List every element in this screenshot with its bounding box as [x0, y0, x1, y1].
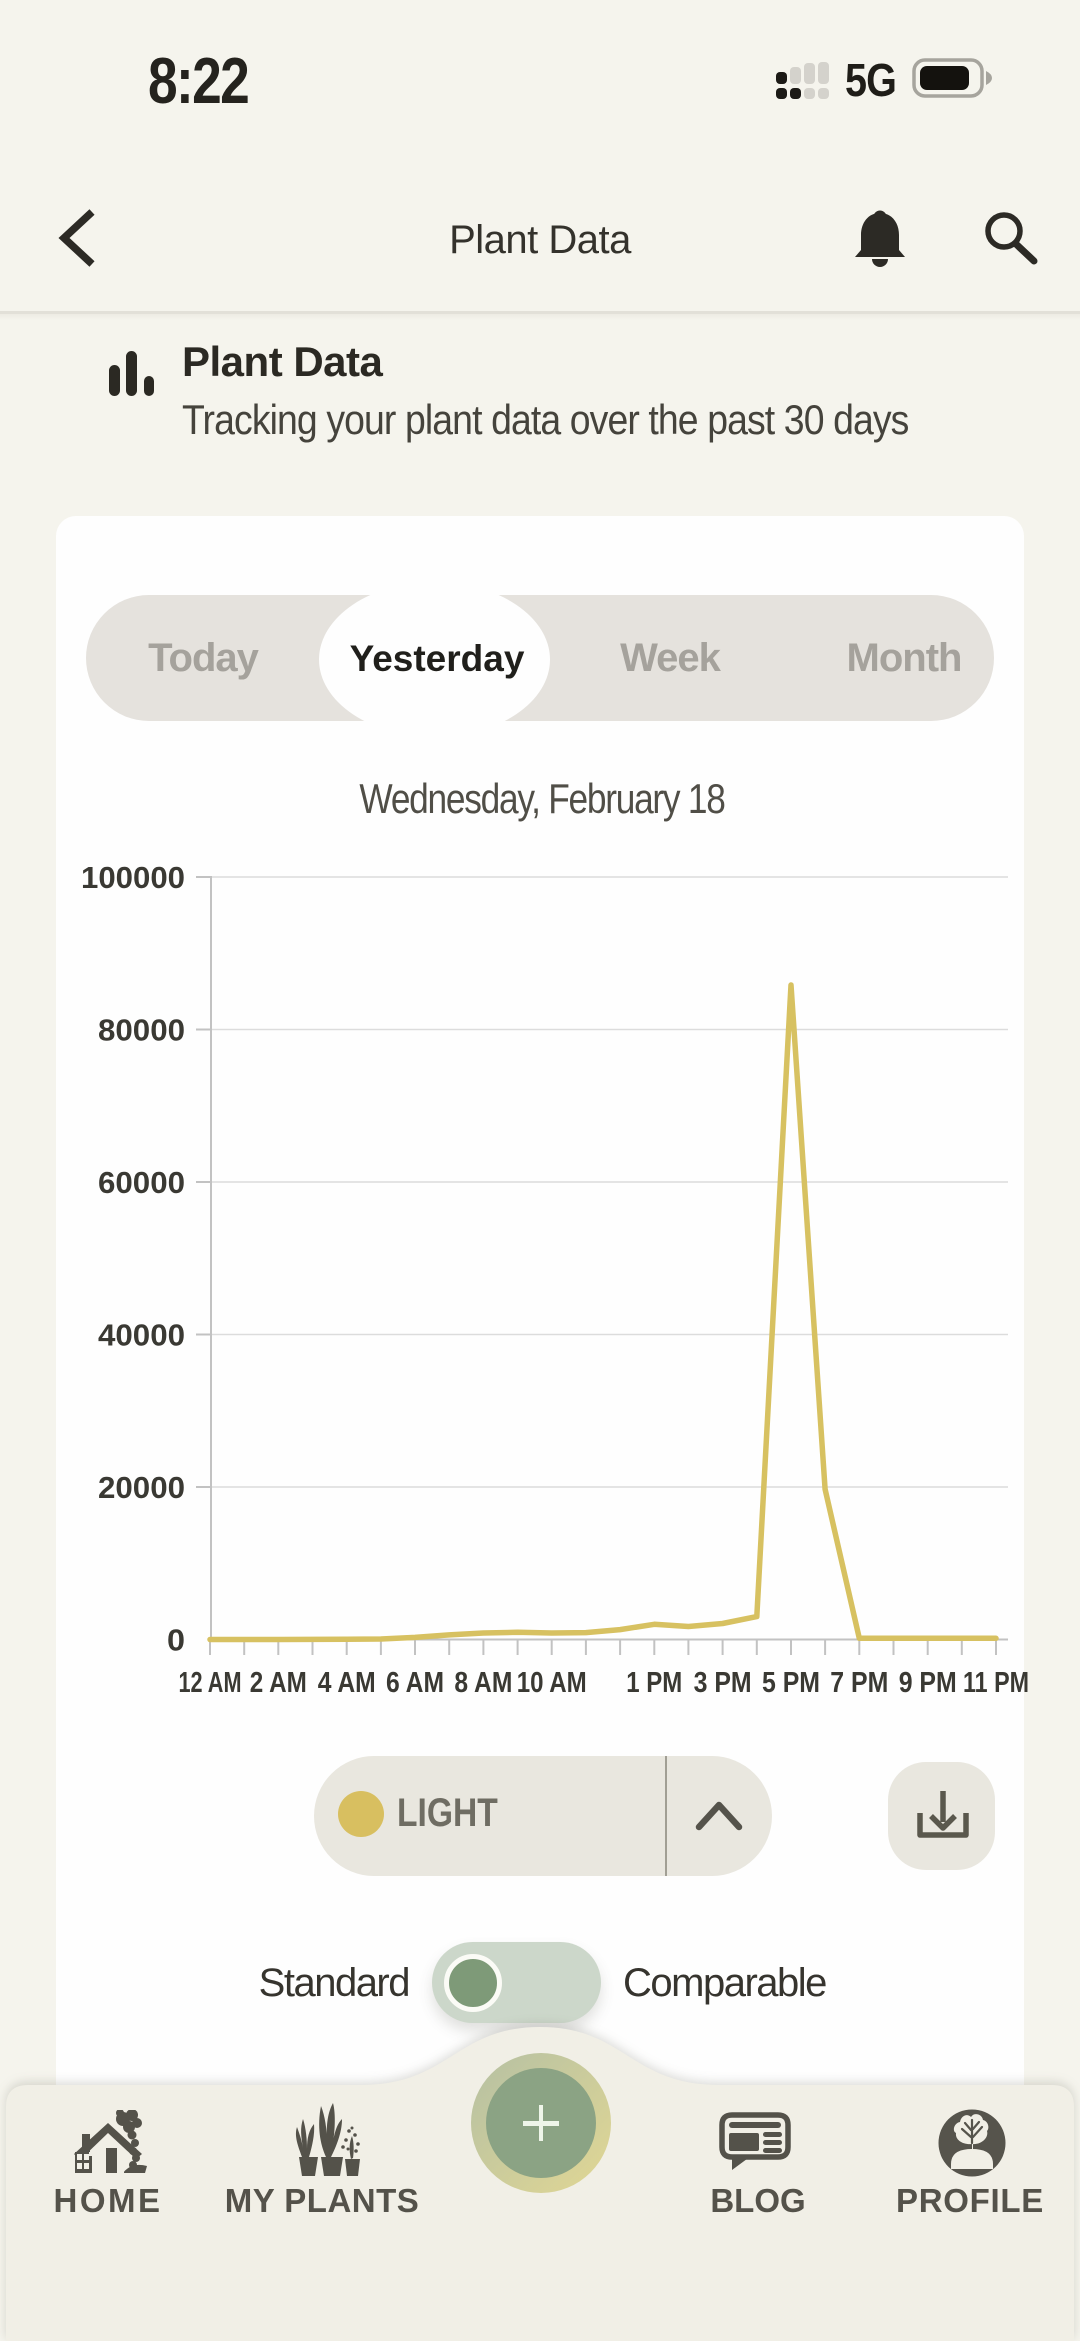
svg-text:9 PM: 9 PM [899, 1667, 957, 1699]
svg-text:3 PM: 3 PM [694, 1667, 752, 1699]
svg-text:6 AM: 6 AM [386, 1667, 444, 1699]
svg-text:100000: 100000 [81, 860, 185, 895]
svg-text:5 PM: 5 PM [762, 1667, 820, 1699]
svg-text:20000: 20000 [98, 1470, 185, 1505]
svg-text:2 AM: 2 AM [250, 1667, 307, 1699]
svg-text:12 AM: 12 AM [179, 1667, 242, 1699]
svg-text:4 AM: 4 AM [318, 1667, 376, 1699]
svg-text:40000: 40000 [98, 1318, 185, 1353]
svg-text:80000: 80000 [98, 1013, 185, 1048]
svg-text:1 PM: 1 PM [626, 1667, 682, 1699]
svg-text:7 PM: 7 PM [830, 1667, 888, 1699]
svg-text:10 AM: 10 AM [517, 1667, 587, 1699]
svg-text:60000: 60000 [98, 1165, 185, 1200]
svg-text:0: 0 [167, 1623, 185, 1658]
svg-text:8 AM: 8 AM [454, 1667, 512, 1699]
svg-text:11 PM: 11 PM [963, 1667, 1029, 1699]
